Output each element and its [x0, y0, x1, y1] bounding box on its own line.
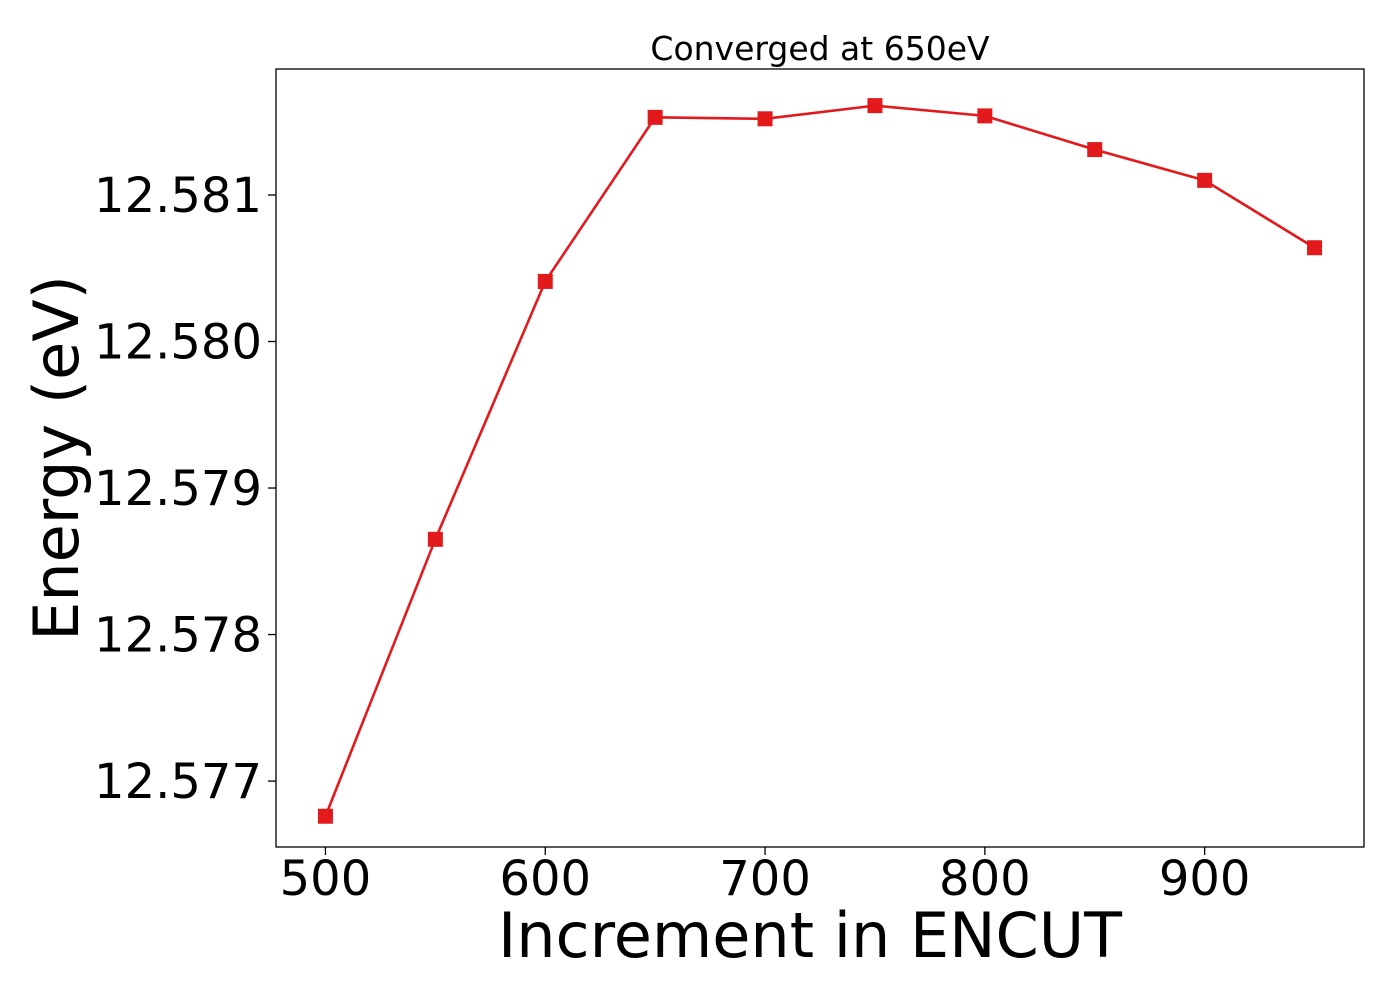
y-tick-label: 12.579	[94, 461, 262, 517]
x-tick-label: 700	[719, 851, 811, 907]
x-tick-label: 900	[1159, 851, 1251, 907]
data-point	[647, 109, 663, 125]
data-point	[1307, 240, 1323, 256]
y-tick-label: 12.580	[94, 315, 262, 371]
y-tick-label: 12.578	[94, 608, 262, 664]
series-layer	[317, 98, 1323, 824]
data-point	[1197, 172, 1213, 188]
chart-title: Converged at 650eV	[650, 29, 990, 68]
y-tick-label: 12.581	[94, 168, 262, 224]
y-axis-ticks: 12.577 12.578 12.579 12.580 12.581	[94, 168, 276, 810]
y-tick-label: 12.577	[94, 754, 262, 810]
data-point	[427, 531, 443, 547]
plot-area	[275, 68, 1365, 848]
x-tick-label: 500	[280, 851, 372, 907]
data-point	[757, 111, 773, 127]
data-point	[537, 273, 553, 289]
x-axis-ticks: 500 600 700 800 900	[280, 847, 1251, 907]
data-point	[977, 108, 993, 124]
x-axis-title: Increment in ENCUT	[498, 899, 1123, 972]
data-point	[1087, 142, 1103, 158]
series-line	[324, 104, 1316, 817]
data-point	[867, 98, 883, 114]
x-tick-label: 800	[939, 851, 1031, 907]
y-axis-title: Energy (eV)	[20, 275, 93, 641]
x-tick-label: 600	[499, 851, 591, 907]
data-point	[317, 808, 333, 824]
